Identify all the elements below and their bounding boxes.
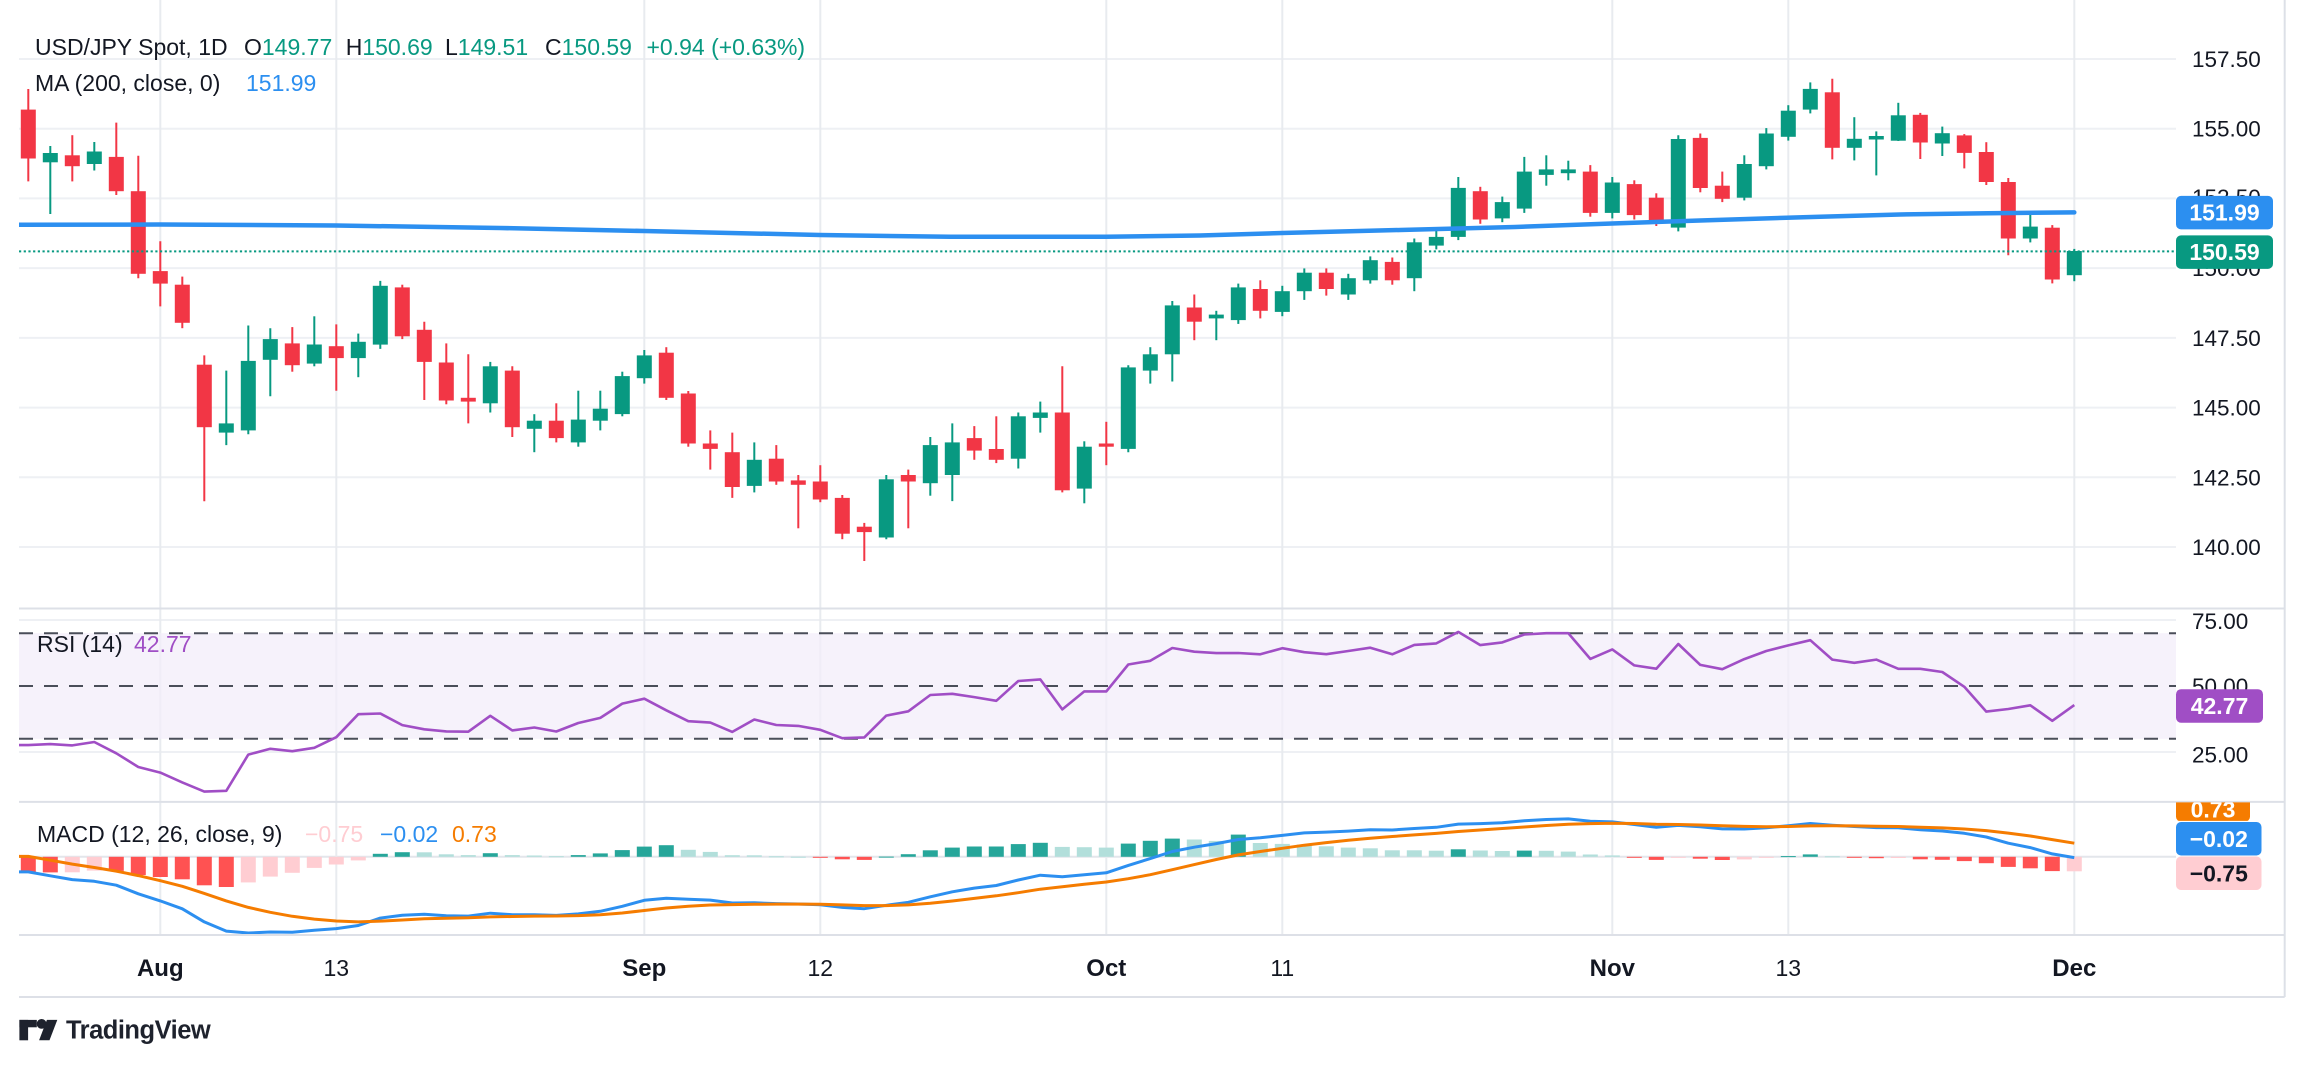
svg-text:L149.51: L149.51 [445,34,528,60]
svg-text:Sep: Sep [622,955,666,982]
svg-text:+0.94 (+0.63%): +0.94 (+0.63%) [647,34,806,60]
svg-text:USD/JPY Spot, 1D: USD/JPY Spot, 1D [35,34,228,60]
svg-text:H150.69: H150.69 [346,34,433,60]
svg-text:12: 12 [808,955,834,981]
svg-text:Oct: Oct [1086,955,1126,982]
svg-text:Nov: Nov [1590,955,1636,982]
svg-text:145.00: 145.00 [2192,396,2261,421]
svg-text:13: 13 [1776,955,1802,981]
svg-text:Dec: Dec [2052,955,2096,982]
svg-text:−0.02: −0.02 [2190,826,2248,852]
svg-text:O149.77: O149.77 [244,34,332,60]
svg-text:−0.75: −0.75 [2190,860,2248,886]
svg-text:140.00: 140.00 [2192,535,2261,560]
svg-text:157.50: 157.50 [2192,47,2261,72]
svg-text:C150.59: C150.59 [545,34,632,60]
svg-text:155.00: 155.00 [2192,117,2261,142]
svg-text:25.00: 25.00 [2192,743,2248,768]
svg-text:Aug: Aug [137,955,184,982]
svg-text:147.50: 147.50 [2192,326,2261,351]
svg-text:150.59: 150.59 [2189,239,2259,265]
svg-text:11: 11 [1270,955,1294,981]
svg-text:MACD (12, 26, close, 9) −0.75: MACD (12, 26, close, 9) −0.75 −0.02 0.73 [37,821,497,847]
svg-text:TradingView: TradingView [66,1017,211,1045]
svg-text:151.99: 151.99 [2189,200,2259,226]
svg-text:MA (200, close, 0) 151.99: MA (200, close, 0) 151.99 [35,70,316,96]
svg-text:13: 13 [324,955,350,981]
svg-text:75.00: 75.00 [2192,609,2248,634]
svg-text:42.77: 42.77 [2191,693,2249,719]
svg-text:0.73: 0.73 [2191,797,2236,823]
svg-text:142.50: 142.50 [2192,465,2261,490]
svg-text:RSI (14) 42.77: RSI (14) 42.77 [37,631,192,657]
